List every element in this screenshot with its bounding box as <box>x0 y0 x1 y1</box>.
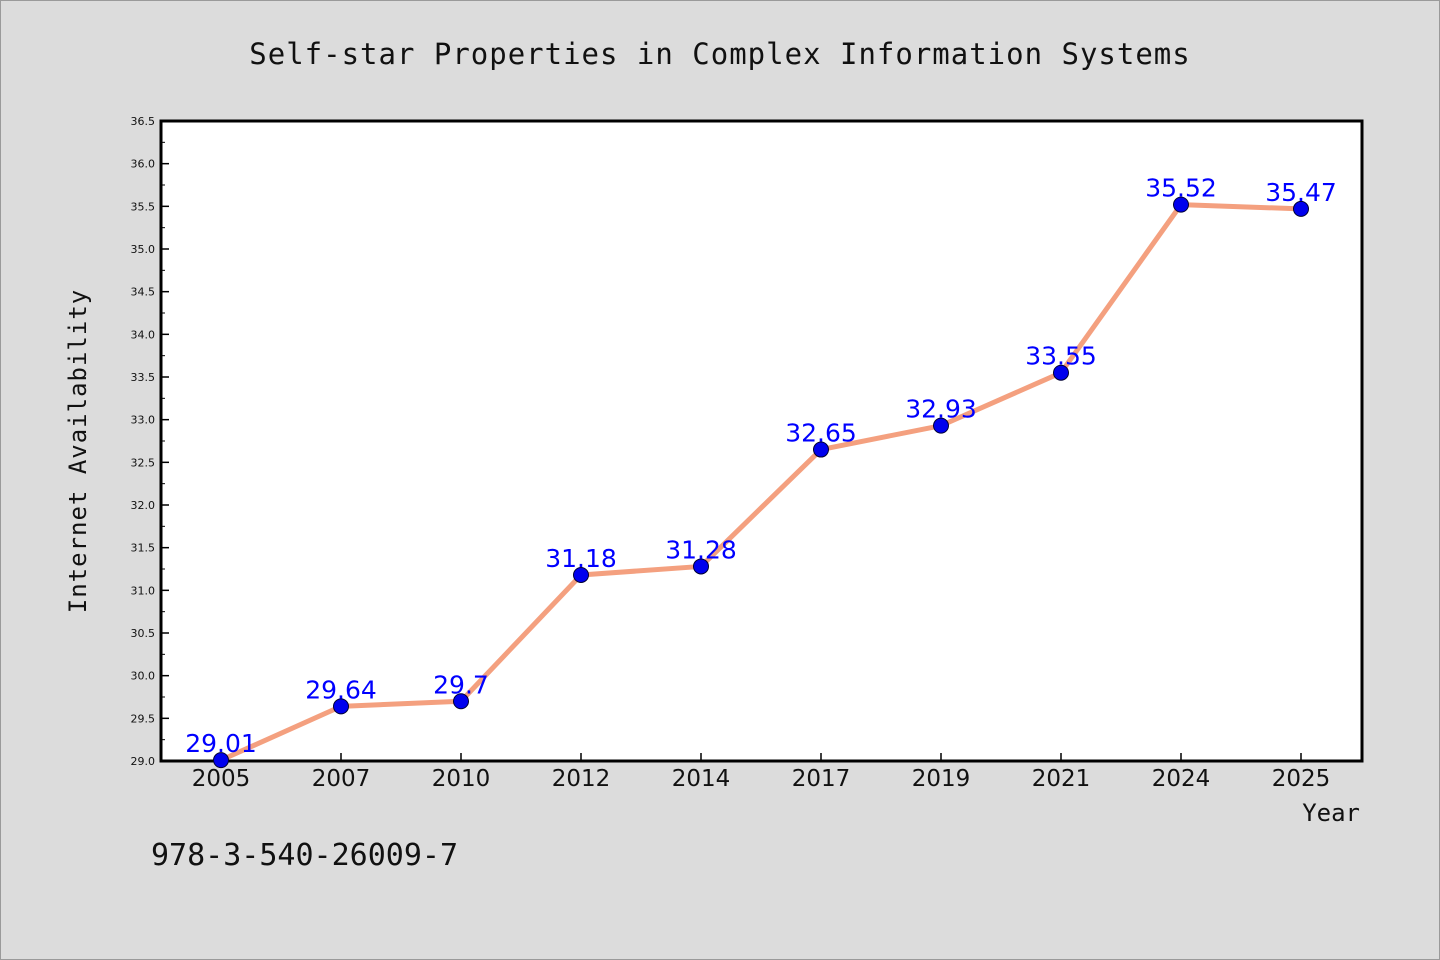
y-tick-label: 31.5 <box>131 542 156 555</box>
plot-area <box>159 119 1364 763</box>
y-axis-label: Internet Availability <box>64 289 92 613</box>
x-tick-label: 2007 <box>312 766 371 792</box>
x-axis: 2005 2007 2010 2012 2014 2017 2019 2021 2024 2025 <box>192 753 1331 792</box>
data-point <box>693 558 709 575</box>
y-tick-label: 33.5 <box>131 371 156 384</box>
x-tick-label: 2024 <box>1152 766 1211 792</box>
data-point <box>333 698 349 715</box>
y-tick-label: 32.5 <box>131 456 156 469</box>
data-point <box>1173 196 1189 213</box>
x-tick-label: 2012 <box>552 766 611 792</box>
x-tick-label: 2010 <box>432 766 491 792</box>
y-tick-label: 30.0 <box>131 670 156 683</box>
y-axis: 29.0 29.5 30.0 30.5 31.0 31.5 32.0 32.5 33.0 33.5… <box>131 115 169 768</box>
y-tick-label: 36.5 <box>131 115 156 128</box>
y-tick-label: 29.5 <box>131 712 156 725</box>
data-markers <box>213 196 1309 769</box>
footer-isbn: 978-3-540-26009-7 <box>151 838 458 873</box>
data-labels: 29.01 29.64 29.7 31.18 31.28 32.65 32.93 33.55 3… <box>185 174 1337 759</box>
y-tick-label: 34.5 <box>131 286 156 299</box>
series-line <box>219 202 1302 763</box>
data-point <box>453 693 469 710</box>
y-tick-label: 36.0 <box>131 158 156 171</box>
x-tick-label: 2021 <box>1032 766 1091 792</box>
x-tick-label: 2014 <box>672 766 731 792</box>
y-tick-label: 32.0 <box>131 499 156 512</box>
data-point <box>1053 364 1069 381</box>
y-tick-label: 30.5 <box>131 627 156 640</box>
y-tick-label: 33.0 <box>131 414 156 427</box>
data-label: 31.28 <box>665 535 737 564</box>
data-label: 29.64 <box>305 675 377 704</box>
data-point <box>933 417 949 434</box>
data-point <box>1293 200 1309 217</box>
data-label: 32.93 <box>905 395 977 424</box>
data-point <box>573 566 589 583</box>
y-tick-label: 31.0 <box>131 584 156 597</box>
data-label: 35.47 <box>1265 178 1337 207</box>
x-tick-label: 2005 <box>192 766 251 792</box>
data-label: 33.55 <box>1025 342 1097 371</box>
data-label: 32.65 <box>785 419 857 448</box>
y-tick-label: 34.0 <box>131 328 156 341</box>
y-tick-label: 29.0 <box>131 755 156 768</box>
data-point <box>813 441 829 458</box>
x-tick-label: 2025 <box>1272 766 1331 792</box>
data-label: 31.18 <box>545 544 617 573</box>
y-tick-label: 35.0 <box>131 243 156 256</box>
data-label: 29.7 <box>433 670 489 699</box>
x-axis-label: Year <box>1302 799 1360 827</box>
data-label: 35.52 <box>1145 174 1217 203</box>
data-label: 29.01 <box>185 729 257 758</box>
y-tick-label: 35.5 <box>131 200 156 213</box>
x-tick-label: 2017 <box>792 766 851 792</box>
x-tick-label: 2019 <box>912 766 971 792</box>
chart-title: Self-star Properties in Complex Informat… <box>249 37 1190 71</box>
data-point <box>213 752 229 769</box>
